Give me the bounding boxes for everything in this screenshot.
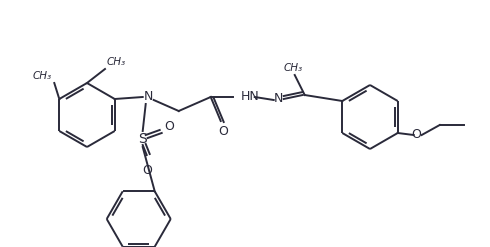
Text: N: N — [274, 92, 283, 105]
Text: O: O — [165, 121, 174, 133]
Text: O: O — [218, 125, 228, 138]
Text: O: O — [411, 128, 420, 142]
Text: O: O — [142, 164, 151, 177]
Text: S: S — [138, 132, 147, 146]
Text: CH₃: CH₃ — [283, 63, 302, 73]
Text: CH₃: CH₃ — [107, 57, 126, 67]
Text: N: N — [144, 90, 153, 103]
Text: CH₃: CH₃ — [32, 71, 51, 81]
Text: HN: HN — [241, 89, 260, 103]
